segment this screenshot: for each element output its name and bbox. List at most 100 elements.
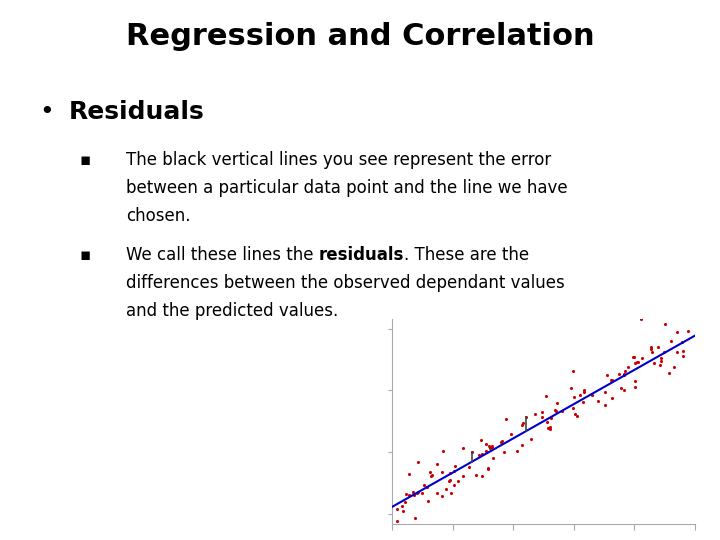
Point	[567, 367, 579, 375]
Text: The black vertical lines you see represent the error: The black vertical lines you see represe…	[126, 151, 552, 169]
Point	[544, 423, 556, 432]
Point	[476, 449, 487, 458]
Point	[627, 353, 639, 362]
Point	[396, 502, 408, 510]
Point	[541, 418, 552, 427]
Point	[484, 444, 495, 453]
Point	[628, 353, 639, 362]
Point	[422, 483, 433, 491]
Point	[556, 407, 567, 415]
Point	[453, 476, 464, 485]
Point	[457, 443, 469, 452]
Point	[400, 490, 411, 498]
Point	[567, 404, 578, 413]
Point	[654, 361, 666, 369]
Point	[498, 448, 510, 457]
Point	[486, 442, 498, 450]
Text: . These are the: . These are the	[404, 246, 529, 264]
Point	[520, 413, 531, 421]
Point	[483, 442, 495, 450]
Point	[647, 348, 658, 356]
Point	[570, 409, 581, 418]
Point	[392, 505, 403, 514]
Point	[541, 392, 552, 401]
Point	[635, 314, 647, 323]
Point	[571, 411, 582, 420]
Point	[579, 388, 590, 397]
Point	[606, 394, 618, 402]
Point	[467, 447, 478, 456]
Text: Residuals: Residuals	[68, 100, 204, 124]
Point	[672, 328, 683, 336]
Point	[544, 424, 555, 433]
Point	[511, 447, 523, 455]
Point	[677, 347, 688, 355]
Point	[445, 489, 456, 497]
Point	[578, 385, 590, 394]
Point	[495, 438, 507, 447]
Point	[448, 467, 459, 476]
Point	[408, 491, 420, 500]
Point	[629, 382, 641, 391]
Point	[475, 436, 487, 444]
Point	[412, 488, 423, 496]
Text: between a particular data point and the line we have: between a particular data point and the …	[126, 179, 567, 197]
Point	[530, 410, 541, 418]
Point	[516, 441, 528, 450]
Text: differences between the observed dependant values: differences between the observed dependa…	[126, 274, 564, 292]
Point	[542, 424, 554, 433]
Point	[682, 327, 693, 335]
Point	[444, 476, 456, 484]
Point	[412, 489, 423, 497]
Point	[645, 345, 657, 353]
Text: ▪: ▪	[79, 151, 91, 169]
Point	[652, 343, 664, 352]
Point	[665, 336, 677, 345]
Text: and the predicted values.: and the predicted values.	[126, 302, 338, 320]
Point	[551, 406, 562, 415]
Point	[409, 514, 420, 522]
Point	[496, 437, 508, 445]
Text: ▪: ▪	[79, 246, 91, 264]
Point	[648, 359, 660, 367]
Point	[440, 484, 451, 493]
Point	[518, 418, 529, 427]
Point	[549, 406, 561, 415]
Text: residuals: residuals	[319, 246, 404, 264]
Point	[677, 352, 688, 360]
Point	[500, 415, 512, 423]
Point	[457, 472, 469, 481]
Point	[422, 497, 433, 505]
Point	[552, 399, 563, 408]
Point	[482, 464, 493, 472]
Point	[606, 376, 617, 384]
Point	[676, 338, 688, 347]
Point	[464, 463, 475, 471]
Point	[436, 492, 447, 501]
Point	[568, 392, 580, 401]
Point	[416, 488, 428, 497]
Point	[449, 481, 460, 489]
Point	[476, 471, 487, 480]
Point	[644, 342, 656, 351]
Point	[487, 454, 499, 462]
Text: •: •	[40, 100, 54, 124]
Point	[473, 451, 485, 460]
Point	[407, 488, 418, 496]
Point	[636, 354, 648, 363]
Point	[618, 386, 630, 394]
Point	[403, 491, 415, 500]
Point	[599, 401, 611, 409]
Text: chosen.: chosen.	[126, 207, 191, 225]
Point	[403, 470, 415, 478]
Point	[659, 320, 670, 328]
Point	[438, 447, 449, 455]
Point	[655, 354, 667, 362]
Point	[565, 383, 577, 392]
Point	[436, 467, 447, 476]
Point	[619, 366, 631, 375]
Point	[516, 421, 528, 430]
Point	[536, 413, 547, 422]
Text: We call these lines the: We call these lines the	[126, 246, 319, 264]
Point	[618, 370, 630, 379]
